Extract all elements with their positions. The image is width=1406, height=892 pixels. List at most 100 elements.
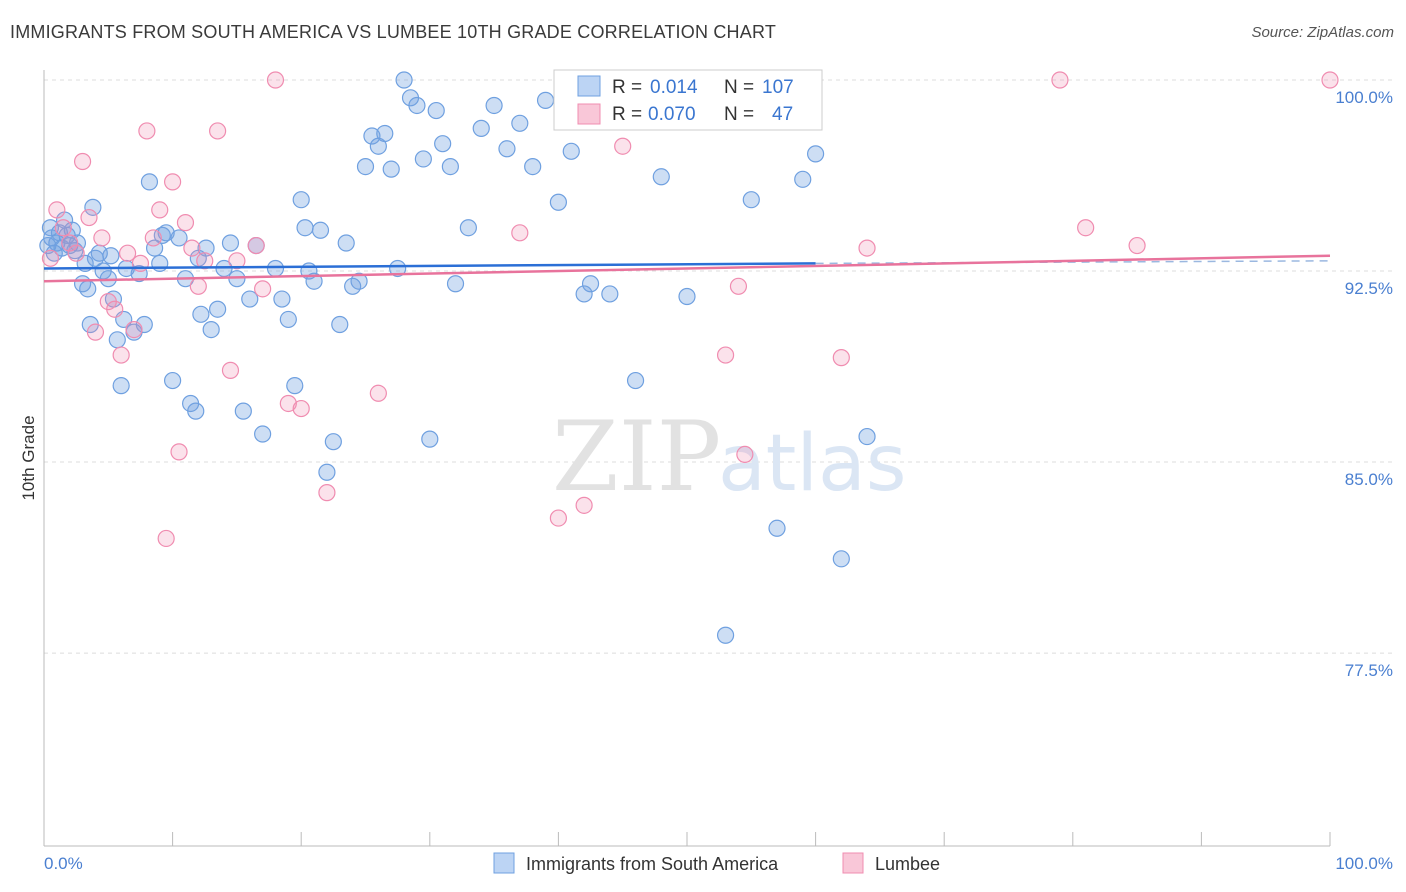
point-immigrants: [382, 160, 400, 178]
point-immigrants: [266, 259, 285, 278]
legend-r-value-2: 0.070: [648, 104, 696, 125]
point-immigrants: [434, 135, 452, 153]
y-tick-label: 85.0%: [1345, 470, 1393, 489]
point-immigrants: [441, 157, 459, 176]
point-lumbee: [48, 201, 66, 219]
point-immigrants: [459, 219, 477, 237]
point-lumbee: [858, 239, 876, 257]
point-immigrants: [408, 96, 426, 115]
point-immigrants: [108, 331, 126, 349]
series-legend: Immigrants from South America Lumbee: [493, 852, 940, 874]
point-immigrants: [768, 519, 786, 537]
point-immigrants: [350, 272, 368, 290]
y-tick-label: 100.0%: [1335, 88, 1393, 107]
point-lumbee: [209, 122, 227, 140]
point-immigrants: [164, 371, 182, 390]
point-immigrants: [562, 142, 580, 160]
point-lumbee: [164, 173, 182, 191]
series-lumbee-points: [41, 71, 1339, 548]
point-immigrants: [241, 290, 259, 308]
x-tick-label-min: 0.0%: [44, 854, 83, 873]
legend-r-label-2: R =: [612, 104, 642, 125]
point-immigrants: [421, 430, 439, 448]
point-lumbee: [54, 219, 72, 237]
point-lumbee: [41, 249, 60, 267]
series-legend-blue-swatch: [493, 852, 515, 874]
point-lumbee: [1077, 219, 1095, 237]
point-immigrants: [305, 272, 323, 290]
point-immigrants: [536, 91, 555, 109]
point-immigrants: [140, 173, 159, 191]
legend-n-value-1: 107: [762, 77, 794, 98]
point-lumbee: [1321, 71, 1339, 89]
point-lumbee: [73, 152, 92, 171]
point-immigrants: [524, 157, 542, 176]
point-lumbee: [112, 346, 130, 364]
point-lumbee: [125, 321, 143, 339]
legend-pink-swatch: [577, 103, 601, 125]
point-immigrants: [485, 96, 503, 115]
point-immigrants: [575, 285, 593, 303]
point-lumbee: [369, 384, 387, 402]
series-legend-lumbee: Lumbee: [875, 854, 940, 874]
point-lumbee: [729, 277, 748, 295]
point-immigrants: [498, 140, 516, 158]
point-immigrants: [742, 191, 760, 209]
point-immigrants: [318, 463, 336, 481]
point-immigrants: [273, 290, 291, 308]
series-legend-pink-swatch: [842, 852, 864, 874]
source-credit: Source: ZipAtlas.com: [1251, 24, 1394, 41]
y-tick-label: 77.5%: [1345, 661, 1393, 680]
point-lumbee: [221, 361, 240, 379]
point-lumbee: [247, 236, 265, 255]
point-lumbee: [614, 137, 632, 155]
point-immigrants: [279, 310, 297, 329]
point-immigrants: [376, 124, 394, 143]
legend-n-value-2: 47: [772, 104, 793, 125]
point-lumbee: [118, 244, 137, 262]
y-tick-label: 92.5%: [1345, 279, 1393, 298]
point-immigrants: [652, 168, 670, 186]
point-immigrants: [716, 626, 735, 644]
point-immigrants: [389, 259, 407, 278]
point-immigrants: [311, 221, 330, 239]
point-immigrants: [427, 101, 445, 120]
point-lumbee: [144, 229, 162, 247]
point-lumbee: [196, 252, 214, 270]
point-lumbee: [183, 239, 201, 257]
point-immigrants: [254, 425, 272, 443]
point-lumbee: [157, 529, 175, 548]
watermark-zip: ZIP: [552, 401, 721, 513]
point-lumbee: [138, 122, 156, 140]
trend-lines: [43, 254, 1331, 283]
point-lumbee: [832, 349, 850, 367]
point-immigrants: [292, 191, 310, 209]
point-immigrants: [84, 198, 102, 216]
point-immigrants: [170, 229, 188, 247]
point-lumbee: [170, 443, 188, 461]
point-immigrants: [112, 377, 130, 395]
point-lumbee: [176, 214, 195, 232]
point-lumbee: [61, 234, 79, 252]
watermark: ZIP atlas: [552, 401, 907, 513]
series-legend-immigrants: Immigrants from South America: [526, 854, 779, 874]
point-immigrants: [221, 234, 240, 252]
watermark-atlas: atlas: [718, 419, 907, 509]
point-immigrants: [202, 321, 220, 339]
point-lumbee: [86, 323, 105, 341]
point-immigrants: [286, 377, 304, 395]
point-immigrants: [414, 150, 432, 168]
point-lumbee: [228, 252, 246, 270]
point-immigrants: [363, 127, 381, 145]
point-immigrants: [601, 285, 619, 303]
point-immigrants: [626, 371, 645, 390]
point-lumbee: [106, 300, 124, 318]
point-immigrants: [858, 427, 876, 446]
stats-legend: R = 0.014 N = 107 R = 0.070 N = 47: [553, 69, 823, 131]
chart-title: IMMIGRANTS FROM SOUTH AMERICA VS LUMBEE …: [10, 22, 777, 42]
point-immigrants: [446, 275, 465, 293]
point-immigrants: [102, 247, 120, 265]
point-lumbee: [511, 224, 529, 242]
legend-blue-swatch: [577, 75, 601, 97]
